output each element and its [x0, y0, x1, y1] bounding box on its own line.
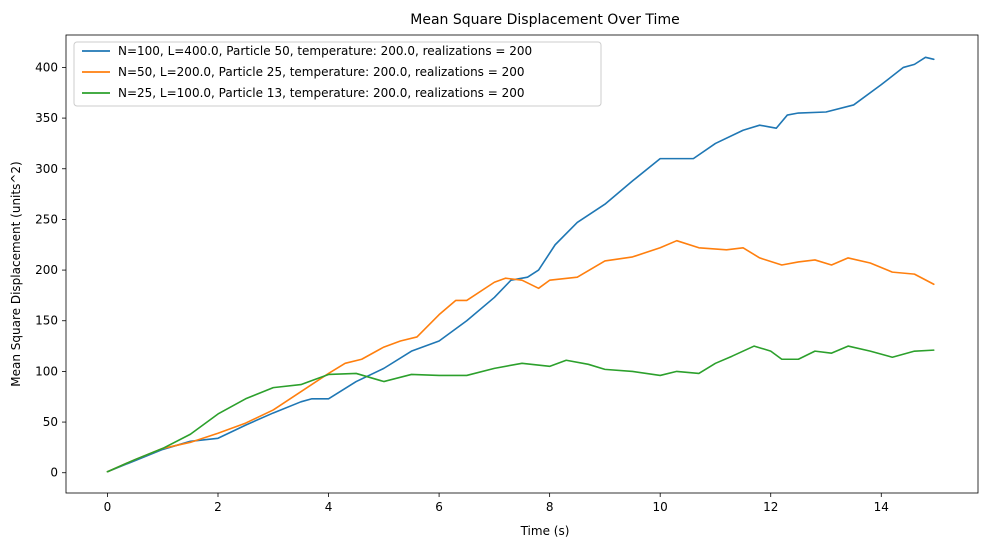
- y-tick-label: 300: [35, 162, 58, 176]
- x-tick-label: 0: [104, 500, 112, 514]
- x-tick-label: 10: [653, 500, 668, 514]
- legend-label-1: N=100, L=400.0, Particle 50, temperature…: [118, 44, 532, 58]
- legend: N=100, L=400.0, Particle 50, temperature…: [73, 41, 602, 107]
- plot-area: [106, 56, 935, 473]
- plot-frame: [65, 34, 979, 494]
- y-tick-label: 50: [43, 415, 58, 429]
- x-tick-label: 4: [325, 500, 333, 514]
- y-tick-label: 400: [35, 60, 58, 74]
- y-tick-label: 150: [35, 314, 58, 328]
- y-tick-label: 350: [35, 111, 58, 125]
- series-line-2: [106, 239, 935, 473]
- y-tick-label: 250: [35, 212, 58, 226]
- y-axis-label: Mean Square Displacement (units^2): [9, 161, 23, 386]
- x-tick-label: 14: [874, 500, 889, 514]
- x-tick-label: 8: [546, 500, 554, 514]
- axes: 0 2 4 6 8 10 12 14 0 50 100 150 200 250 300 350 400: [35, 34, 979, 514]
- chart-title: Mean Square Displacement Over Time: [410, 12, 679, 28]
- x-axis-label: Time (s): [520, 524, 570, 538]
- x-tick-label: 2: [214, 500, 222, 514]
- y-tick-label: 200: [35, 263, 58, 277]
- legend-box: [73, 41, 602, 107]
- y-tick-label: 0: [50, 466, 58, 480]
- series-line-3: [106, 345, 935, 473]
- legend-label-2: N=50, L=200.0, Particle 25, temperature:…: [118, 65, 525, 79]
- series-line-1: [106, 56, 935, 473]
- y-tick-label: 100: [35, 364, 58, 378]
- x-tick-label: 6: [435, 500, 443, 514]
- x-tick-label: 12: [763, 500, 778, 514]
- legend-label-3: N=25, L=100.0, Particle 13, temperature:…: [118, 86, 525, 100]
